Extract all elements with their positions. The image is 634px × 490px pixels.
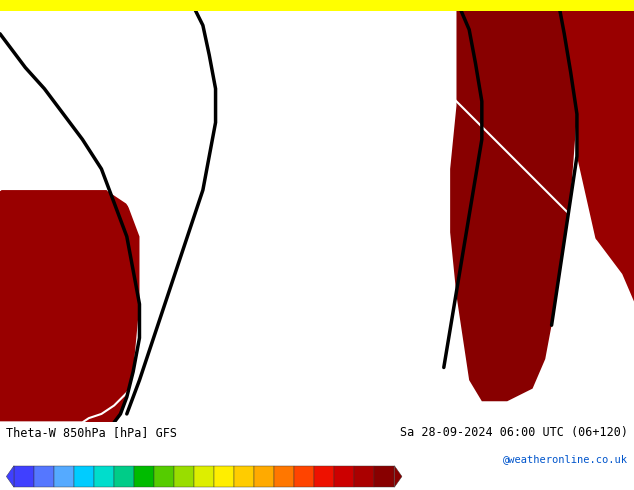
- Bar: [354, 466, 374, 487]
- Bar: [134, 466, 154, 487]
- Bar: [74, 466, 94, 487]
- Bar: [174, 466, 194, 487]
- Text: @weatheronline.co.uk: @weatheronline.co.uk: [503, 455, 628, 465]
- Bar: [275, 466, 294, 487]
- Bar: [94, 466, 114, 487]
- Polygon shape: [456, 0, 634, 304]
- Bar: [374, 466, 394, 487]
- Bar: [54, 466, 74, 487]
- Bar: [254, 466, 275, 487]
- Bar: [14, 466, 34, 487]
- Bar: [194, 466, 214, 487]
- Bar: [214, 466, 234, 487]
- Bar: [234, 466, 254, 487]
- Bar: [114, 466, 134, 487]
- Text: Theta-W 850hPa [hPa] GFS: Theta-W 850hPa [hPa] GFS: [6, 426, 178, 439]
- Bar: [314, 466, 334, 487]
- Bar: [294, 466, 314, 487]
- Polygon shape: [450, 0, 577, 401]
- Bar: [0, 0, 634, 11]
- Polygon shape: [394, 466, 402, 487]
- Text: Sa 28-09-2024 06:00 UTC (06+120): Sa 28-09-2024 06:00 UTC (06+120): [399, 426, 628, 439]
- Polygon shape: [0, 190, 139, 422]
- Polygon shape: [6, 466, 14, 487]
- Bar: [34, 466, 54, 487]
- Bar: [154, 466, 174, 487]
- Bar: [334, 466, 354, 487]
